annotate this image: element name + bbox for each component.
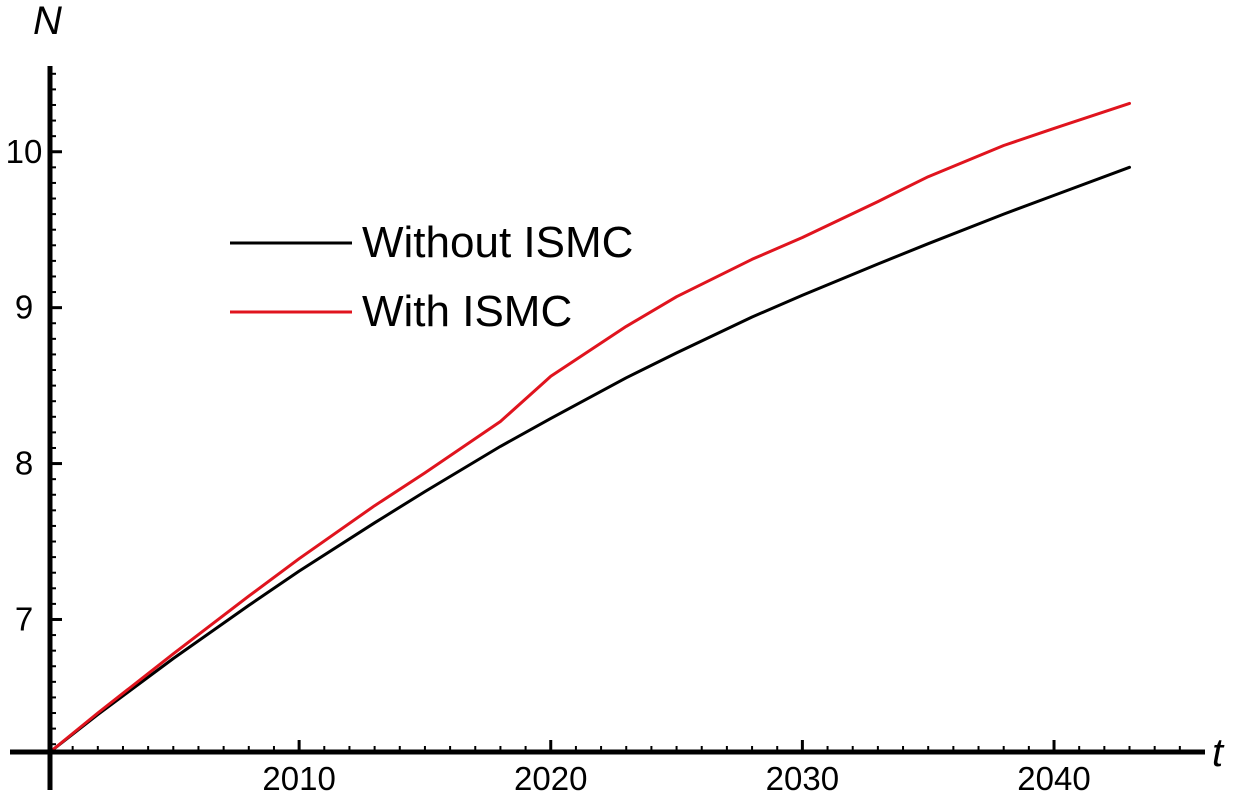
series-line-2 (48, 101, 1131, 754)
ticks (50, 72, 1181, 752)
tick-labels: 2010 2020 2030 2040 7 8 9 10 (6, 133, 1091, 797)
series-line-1 (48, 165, 1131, 754)
y-tick-label: 8 (15, 445, 33, 482)
y-tick-label: 7 (15, 600, 33, 637)
legend-label-1: Without ISMC (362, 218, 633, 267)
legend: Without ISMC With ISMC (230, 218, 633, 336)
x-axis-label: t (1212, 731, 1225, 775)
legend-label-2: With ISMC (362, 287, 572, 336)
plot-lines (48, 101, 1131, 754)
x-tick-label: 2020 (514, 760, 587, 797)
x-tick-label: 2040 (1017, 760, 1090, 797)
axes (10, 66, 1205, 790)
x-tick-label: 2030 (766, 760, 839, 797)
y-tick-label: 10 (6, 133, 43, 170)
y-axis-label: N (33, 0, 62, 43)
y-tick-label: 9 (15, 289, 33, 326)
x-tick-label: 2010 (262, 760, 335, 797)
